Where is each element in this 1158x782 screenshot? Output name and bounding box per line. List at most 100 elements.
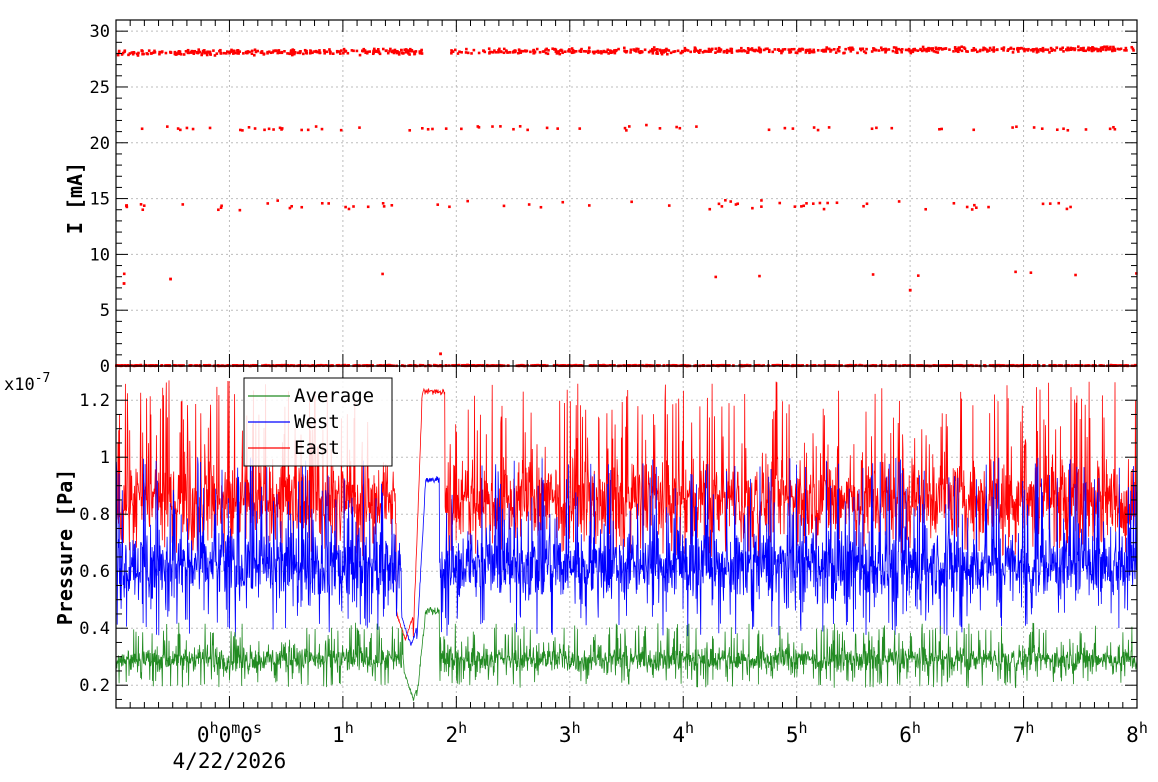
current-marker (919, 48, 923, 51)
current-marker (173, 50, 177, 54)
current-marker (150, 52, 153, 55)
current-marker (652, 49, 656, 52)
current-marker (136, 54, 140, 57)
current-marker (758, 274, 761, 278)
current-marker (812, 48, 815, 52)
y-tick-label: 0.2 (79, 676, 110, 696)
current-marker (804, 49, 808, 52)
current-marker (1123, 49, 1126, 52)
current-marker (679, 51, 683, 55)
current-marker (352, 49, 355, 53)
current-marker (982, 46, 985, 50)
current-marker (875, 126, 878, 130)
current-marker (130, 51, 134, 54)
current-marker (991, 48, 994, 52)
current-marker (476, 125, 480, 128)
current-marker (788, 51, 791, 54)
current-marker (200, 53, 203, 57)
current-marker (1053, 363, 1056, 367)
current-marker (381, 202, 385, 205)
current-marker (1125, 49, 1128, 52)
current-marker (269, 51, 273, 55)
current-marker (291, 50, 295, 54)
current-marker (669, 51, 673, 55)
current-marker (861, 47, 865, 51)
current-marker (502, 51, 506, 55)
current-marker (802, 204, 806, 208)
current-marker (123, 50, 126, 54)
current-marker (716, 50, 720, 53)
current-marker (651, 47, 654, 51)
current-marker (587, 46, 591, 50)
current-marker (390, 204, 394, 207)
current-marker (825, 46, 829, 49)
current-marker (749, 48, 753, 51)
current-marker (512, 127, 515, 131)
current-marker (1017, 50, 1020, 53)
current-marker (719, 363, 722, 367)
current-marker (518, 51, 521, 54)
current-marker (466, 199, 469, 203)
current-marker (555, 50, 559, 54)
current-marker (153, 51, 157, 54)
current-marker (433, 363, 436, 367)
current-marker (1109, 45, 1112, 49)
current-marker (320, 201, 324, 205)
current-marker (497, 49, 500, 52)
current-marker (851, 47, 854, 50)
current-marker (511, 51, 515, 54)
current-marker (311, 364, 315, 367)
current-marker (1108, 47, 1112, 50)
current-marker (253, 53, 256, 57)
current-marker (625, 129, 628, 132)
current-marker (858, 363, 862, 367)
current-marker (347, 207, 351, 211)
current-marker (666, 364, 669, 367)
current-marker (744, 49, 747, 53)
current-marker (559, 49, 562, 52)
current-marker (225, 52, 228, 55)
current-marker (300, 205, 304, 209)
current-marker (545, 47, 548, 51)
current-marker (811, 202, 815, 205)
current-marker (629, 48, 633, 52)
current-marker (551, 47, 554, 51)
current-marker (1104, 48, 1108, 52)
current-marker (826, 201, 829, 205)
current-marker (120, 53, 124, 56)
current-marker (752, 49, 756, 52)
current-marker (697, 51, 701, 54)
current-marker (263, 128, 266, 132)
current-marker (635, 47, 638, 51)
current-marker (773, 363, 777, 367)
current-marker (771, 363, 775, 367)
current-marker (377, 51, 381, 54)
current-marker (1055, 46, 1059, 49)
current-marker (386, 51, 390, 55)
current-marker (539, 205, 543, 209)
current-marker (678, 126, 682, 130)
current-marker (719, 48, 723, 52)
current-marker (912, 48, 916, 51)
current-marker (1011, 51, 1015, 54)
current-marker (302, 52, 305, 56)
current-marker (708, 48, 711, 52)
current-marker (117, 49, 121, 53)
current-marker (966, 50, 969, 53)
current-marker (299, 50, 302, 53)
current-marker (627, 364, 631, 367)
current-marker (218, 49, 221, 53)
current-marker (816, 49, 820, 52)
current-marker (300, 128, 303, 132)
current-marker (667, 49, 671, 52)
current-marker (806, 49, 810, 53)
current-marker (768, 48, 771, 52)
current-marker (936, 51, 940, 54)
current-marker (532, 49, 535, 53)
current-marker (346, 51, 350, 55)
time-tick-label: 5h (786, 719, 808, 747)
current-marker (952, 50, 955, 53)
series-line-average (115, 606, 1138, 702)
current-marker (1040, 127, 1044, 130)
